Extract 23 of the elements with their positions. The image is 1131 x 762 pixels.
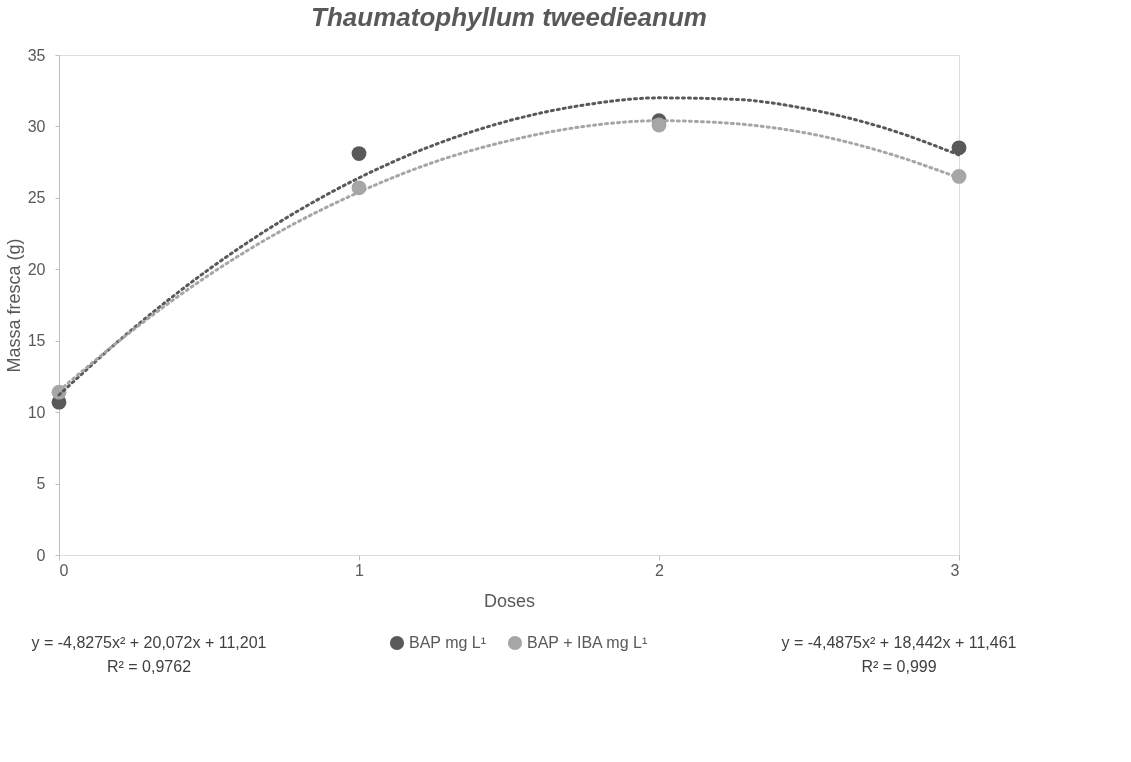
x-tick-label: 0 — [59, 561, 69, 579]
text: y = -4,4875x² + 18,442x + 11,461 — [781, 634, 1017, 651]
text: R² = 0,9762 — [106, 658, 192, 675]
text: y = -4,8275x² + 20,072x + 11,201 — [31, 634, 267, 651]
y-tick-label: 5 — [36, 475, 46, 493]
text: R² = 0,999 — [861, 658, 937, 675]
y-tick-label: 30 — [27, 117, 46, 135]
y-tick-label: 10 — [27, 403, 46, 421]
chart-title: Thaumatophyllum tweedieanum — [311, 2, 707, 32]
x-tick-label: 1 — [355, 561, 365, 579]
y-tick-label: 20 — [27, 260, 46, 278]
point — [351, 146, 367, 161]
y-tick-label: 35 — [27, 46, 46, 64]
x-tick-label: 3 — [950, 561, 960, 579]
y-axis-title: Massa fresca (g) — [3, 238, 24, 373]
point — [951, 140, 967, 156]
y-tick-label: 0 — [36, 546, 46, 564]
x-tick-label: 2 — [655, 561, 665, 579]
legend-label: BAP + IBA mg L¹ — [527, 634, 648, 651]
y-tick-label: 15 — [27, 332, 46, 350]
x-axis-title: Doses — [483, 590, 536, 611]
legend-label: BAP mg L¹ — [409, 634, 487, 651]
y-tick-label: 25 — [27, 189, 46, 207]
